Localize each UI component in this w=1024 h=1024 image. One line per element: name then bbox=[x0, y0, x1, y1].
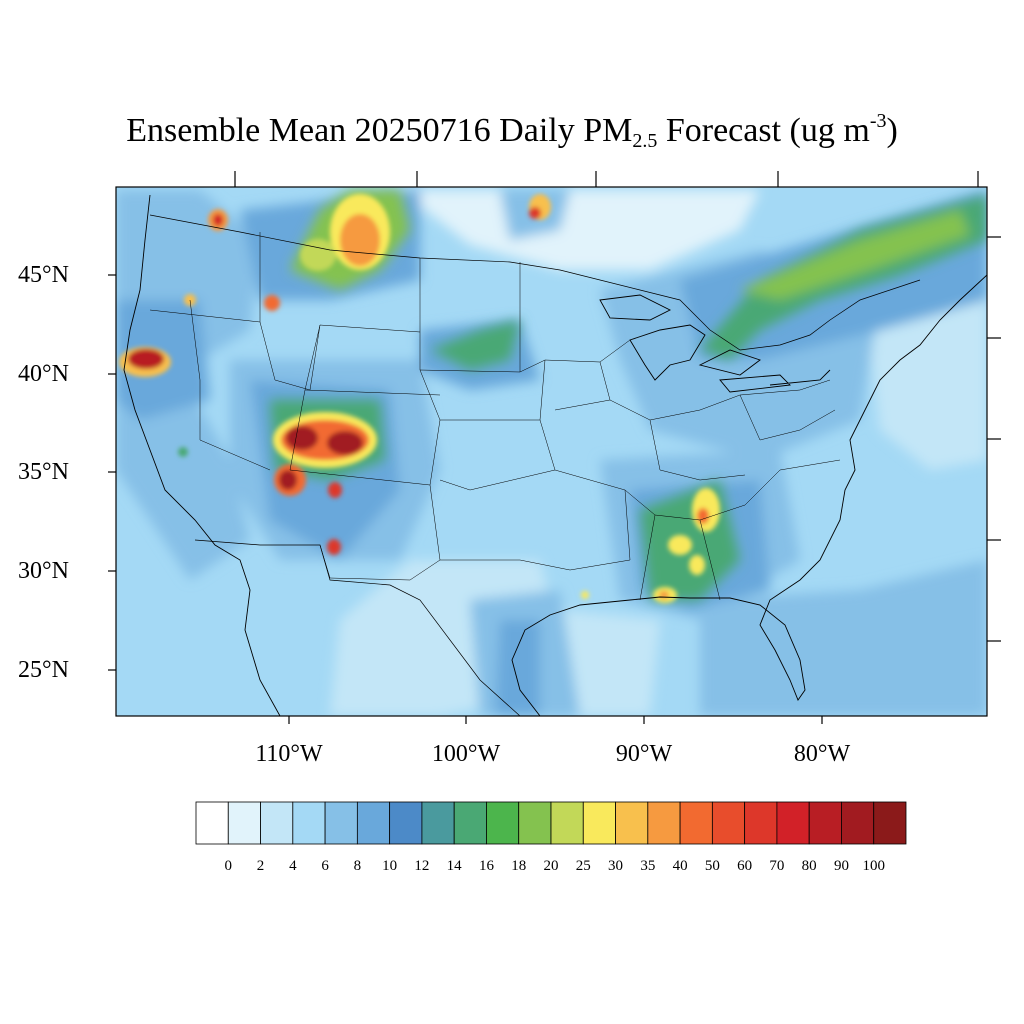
colorbar-tick-label: 20 bbox=[543, 858, 559, 874]
colorbar bbox=[195, 801, 907, 845]
axis-ticks bbox=[108, 171, 1001, 724]
colorbar-tick-label: 90 bbox=[833, 858, 849, 874]
colorbar-tick-label: 35 bbox=[640, 858, 656, 874]
lat-label-25n: 25°N bbox=[18, 657, 69, 683]
coastline bbox=[123, 194, 987, 716]
colorbar-tick-label: 100 bbox=[862, 858, 885, 874]
colorbar-swatch bbox=[615, 801, 649, 845]
colorbar-swatch bbox=[356, 801, 391, 845]
lon-label-90w: 90°W bbox=[615, 741, 673, 767]
colorbar-tick-label: 50 bbox=[704, 858, 720, 874]
lat-label-35n: 35°N bbox=[18, 459, 69, 485]
colorbar-tick-label: 8 bbox=[353, 858, 362, 874]
colorbar-tick-label: 4 bbox=[289, 858, 297, 874]
lat-label-45n: 45°N bbox=[18, 262, 69, 288]
colorbar-swatch bbox=[873, 801, 907, 845]
colorbar-tick-label: 30 bbox=[608, 858, 624, 874]
colorbar-swatch bbox=[744, 801, 778, 845]
concentration-field bbox=[116, 187, 987, 716]
colorbar-tick-label: 12 bbox=[414, 858, 430, 874]
map-title: Ensemble Mean 20250716 Daily PM2.5 Forec… bbox=[126, 110, 898, 152]
lat-label-30n: 30°N bbox=[18, 558, 69, 584]
lon-label-110w: 110°W bbox=[255, 741, 323, 767]
colorbar-tick-label: 80 bbox=[801, 858, 817, 874]
colorbar-swatch bbox=[324, 801, 358, 845]
colorbar-swatch bbox=[582, 801, 616, 845]
colorbar-tick-label: 25 bbox=[575, 858, 591, 874]
colorbar-tick-label: 14 bbox=[446, 858, 462, 874]
state-borders bbox=[149, 232, 841, 601]
colorbar-tick-label: 18 bbox=[511, 858, 527, 874]
colorbar-swatch bbox=[486, 801, 520, 845]
colorbar-swatch bbox=[776, 801, 810, 845]
colorbar-swatch bbox=[453, 801, 487, 845]
map-frame bbox=[115, 186, 988, 717]
colorbar-swatch bbox=[227, 801, 261, 845]
colorbar-tick-label: 2 bbox=[256, 858, 265, 874]
colorbar-tick-label: 16 bbox=[478, 858, 494, 874]
colorbar-swatch bbox=[679, 801, 713, 845]
great-lakes bbox=[599, 294, 831, 393]
colorbar-swatch bbox=[841, 801, 875, 845]
colorbar-swatch bbox=[550, 801, 584, 845]
colorbar-tick-label: 60 bbox=[737, 858, 753, 874]
colorbar-tick-label: 6 bbox=[321, 858, 329, 874]
colorbar-swatch bbox=[389, 801, 423, 845]
lon-label-80w: 80°W bbox=[793, 741, 851, 767]
canada-border bbox=[149, 214, 921, 351]
lat-label-40n: 40°N bbox=[18, 361, 69, 387]
colorbar-swatch bbox=[292, 801, 326, 845]
colorbar-swatch bbox=[711, 801, 746, 845]
colorbar-tick-label: 40 bbox=[672, 858, 688, 874]
colorbar-swatch bbox=[195, 801, 229, 845]
colorbar-swatch bbox=[647, 801, 681, 845]
colorbar-swatch bbox=[260, 801, 294, 845]
colorbar-swatch bbox=[518, 801, 552, 845]
lon-label-100w: 100°W bbox=[431, 741, 501, 767]
colorbar-tick-label: 0 bbox=[224, 858, 233, 874]
colorbar-tick-label: 10 bbox=[382, 858, 398, 874]
mexico-border bbox=[194, 539, 521, 716]
map-outlines bbox=[123, 194, 987, 716]
colorbar-swatch bbox=[421, 801, 455, 845]
colorbar-swatch bbox=[808, 801, 842, 845]
colorbar-tick-label: 70 bbox=[769, 858, 785, 874]
